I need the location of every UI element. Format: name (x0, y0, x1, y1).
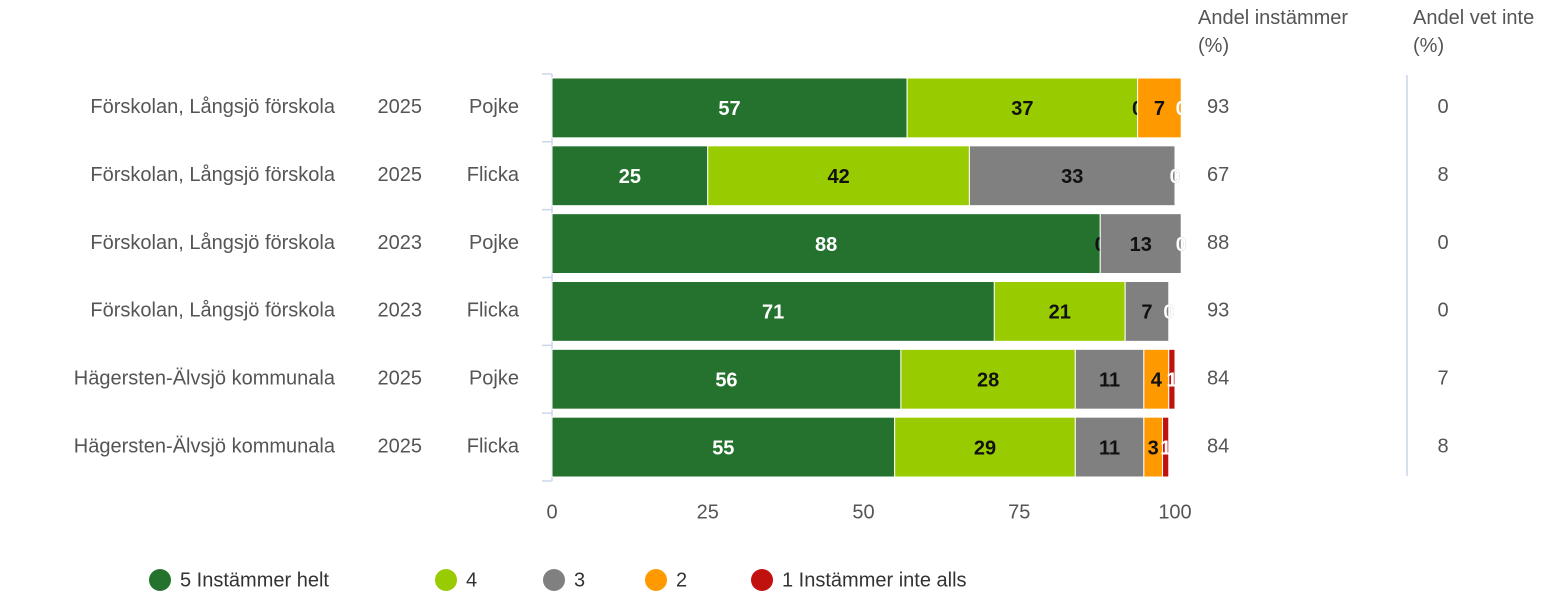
category-label: Förskolan, Långsjö förskola (90, 96, 335, 118)
bar-segment (1074, 348, 1145, 410)
group-label: Flicka (467, 300, 520, 322)
bar-segment (551, 348, 902, 410)
bar-segment (894, 416, 1076, 478)
data-label: 57 (718, 98, 740, 120)
bar-segment (551, 145, 709, 207)
column-value: 0 (1437, 96, 1448, 118)
data-label: 7 (1141, 302, 1152, 324)
legend-label: 5 Instämmer helt (180, 569, 329, 591)
data-label: 7 (1154, 98, 1165, 120)
legend-label: 3 (574, 569, 585, 591)
group-label: Pojke (469, 368, 519, 390)
category-label: Förskolan, Långsjö förskola (90, 164, 335, 186)
column-value: 67 (1207, 164, 1229, 186)
column-value: 7 (1437, 368, 1448, 390)
bar-segment (1099, 213, 1182, 275)
data-label: 1 (1166, 370, 1177, 392)
x-tick-label: 75 (1008, 501, 1030, 523)
category-label: Hägersten-Älvsjö kommunala (74, 435, 336, 457)
column-value: 84 (1207, 435, 1229, 457)
data-label: 29 (974, 437, 996, 459)
column-value: 93 (1207, 300, 1229, 322)
bar-segment (906, 77, 1139, 139)
column-header: Andel instämmer (%) (1198, 7, 1349, 57)
legend-marker (751, 569, 773, 591)
data-label: 28 (977, 370, 999, 392)
data-label: 25 (619, 166, 641, 188)
category-label: Förskolan, Långsjö förskola (90, 300, 335, 322)
bar-segment (993, 281, 1126, 342)
column-value: 8 (1437, 435, 1448, 457)
bar-segment (551, 213, 1101, 275)
bar-segment (968, 145, 1176, 207)
data-label: 0 (1176, 234, 1187, 256)
year-label: 2025 (378, 435, 423, 457)
data-label: 37 (1011, 98, 1033, 120)
x-tick-label: 0 (546, 501, 557, 523)
data-label: 0 (1163, 302, 1174, 324)
x-tick-label: 25 (697, 501, 719, 523)
legend-marker (543, 569, 565, 591)
bar-segment (551, 281, 995, 342)
data-label: 21 (1049, 302, 1071, 324)
column-value: 0 (1437, 232, 1448, 254)
data-label: 88 (815, 234, 837, 256)
data-label: 42 (827, 166, 849, 188)
column-value: 84 (1207, 368, 1229, 390)
year-label: 2025 (378, 368, 423, 390)
column-value: 88 (1207, 232, 1229, 254)
year-label: 2023 (378, 300, 423, 322)
legend-label: 4 (466, 569, 477, 591)
data-label: 11 (1099, 370, 1120, 392)
data-label: 3 (1148, 437, 1159, 459)
legend-marker (645, 569, 667, 591)
x-tick-label: 50 (852, 501, 874, 523)
legend-marker (435, 569, 457, 591)
legend-marker (149, 569, 171, 591)
bar-segment (551, 416, 896, 478)
data-label: 13 (1130, 234, 1152, 256)
bar-segment (1168, 348, 1176, 410)
data-label: 55 (712, 437, 734, 459)
bar-segment (707, 145, 970, 207)
bar-segment (1137, 77, 1182, 139)
bar-segment (1074, 416, 1145, 478)
legend-label: 2 (676, 569, 687, 591)
data-label: 0 (1176, 234, 1187, 256)
year-label: 2025 (378, 96, 423, 118)
category-label: Förskolan, Långsjö förskola (90, 232, 335, 254)
group-label: Pojke (469, 232, 519, 254)
year-label: 2023 (378, 232, 423, 254)
group-label: Pojke (469, 96, 519, 118)
category-label: Hägersten-Älvsjö kommunala (74, 368, 336, 390)
column-value: 0 (1437, 300, 1448, 322)
bar-segment (1143, 348, 1170, 410)
data-label: 1 (1160, 437, 1171, 459)
data-label: 11 (1099, 437, 1120, 459)
data-label: 0 (1169, 166, 1180, 188)
column-value: 93 (1207, 96, 1229, 118)
data-label: 33 (1061, 166, 1083, 188)
data-label: 0 (1169, 166, 1180, 188)
data-label: 56 (715, 370, 737, 392)
x-tick-label: 100 (1158, 501, 1191, 523)
group-label: Flicka (467, 435, 520, 457)
year-label: 2025 (378, 164, 423, 186)
data-label: 71 (762, 302, 784, 324)
bar-segment (1124, 281, 1170, 342)
bar-segment (900, 348, 1076, 410)
data-label: 0 (1176, 98, 1187, 120)
legend-label: 1 Instämmer inte alls (782, 569, 967, 591)
column-header: Andel vet inte (%) (1413, 7, 1535, 57)
bar-segment (1162, 416, 1170, 478)
column-value: 8 (1437, 164, 1448, 186)
data-label: 0 (1163, 302, 1174, 324)
data-label: 4 (1151, 370, 1163, 392)
group-label: Flicka (467, 164, 520, 186)
